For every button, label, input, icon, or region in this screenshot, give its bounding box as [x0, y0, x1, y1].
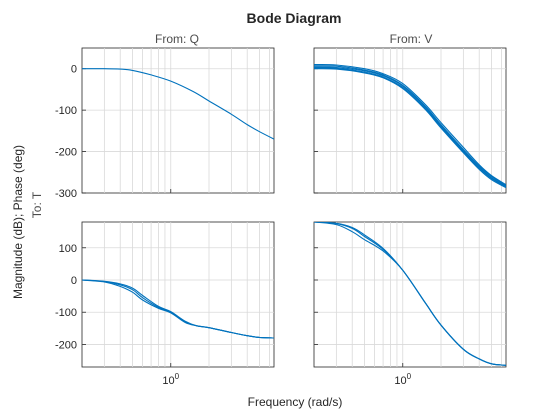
panel-magnitude-from-v [313, 47, 507, 194]
y-tick-label: -200 [55, 339, 77, 351]
response-curve-phase-from-q-3 [82, 279, 274, 339]
response-curve-magnitude-from-v-4 [314, 66, 506, 187]
axes-box-phase-from-q [81, 221, 275, 368]
response-curve-phase-from-v-3 [314, 222, 506, 366]
column-label-from-q: From: Q [155, 32, 199, 46]
plot-panels: 0 -100 -200 -300 100 0 -100 -200 100 100 [55, 47, 507, 387]
y-tick-label: -200 [55, 147, 77, 159]
y-tick-label: 100 [59, 243, 77, 255]
y-tick-label: -300 [55, 188, 77, 200]
axes-box-magnitude-from-q [81, 47, 275, 194]
response-curve-magnitude-from-v-2 [314, 65, 506, 186]
y-tick-label: 0 [71, 64, 77, 76]
column-label-from-v: From: V [390, 32, 433, 46]
panel-phase-from-v: 100 [313, 221, 507, 387]
response-curve-magnitude-from-v-3 [314, 63, 506, 186]
x-axis-label: Frequency (rad/s) [248, 395, 343, 409]
panel-magnitude-from-q: 0 -100 -200 -300 [55, 47, 275, 200]
response-curve-magnitude-from-v-1 [314, 67, 506, 188]
response-curve-magnitude-from-q-1 [82, 68, 274, 140]
axes-box-magnitude-from-v [313, 47, 507, 194]
x-tick-label: 100 [394, 372, 411, 387]
row-label-to-t: To: T [30, 191, 44, 218]
y-tick-label: -100 [55, 105, 77, 117]
axes-box-phase-from-v [313, 221, 507, 368]
chart-title: Bode Diagram [247, 10, 342, 26]
panel-phase-from-q: 100 0 -100 -200 100 [55, 221, 275, 387]
x-tick-label: 100 [162, 372, 179, 387]
response-curve-magnitude-from-v-5 [314, 68, 506, 189]
y-tick-label: -100 [55, 307, 77, 319]
y-tick-label: 0 [71, 275, 77, 287]
y-axis-label: Magnitude (dB); Phase (deg) [11, 145, 25, 299]
